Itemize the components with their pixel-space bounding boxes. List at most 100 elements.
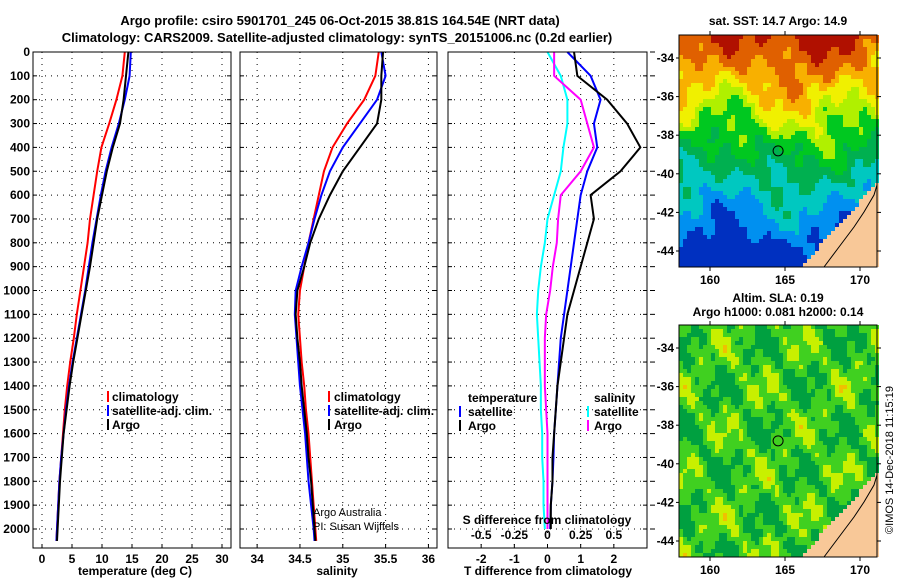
sst-cell bbox=[775, 143, 779, 147]
sla-cell bbox=[775, 489, 779, 493]
sla-map[interactable]: 160 165 170-34-36-38-40-42-44 bbox=[657, 321, 881, 577]
sst-cell bbox=[739, 259, 743, 263]
sla-cell bbox=[791, 545, 795, 549]
sst-cell bbox=[835, 71, 839, 75]
sst-cell bbox=[851, 147, 855, 151]
sst-cell bbox=[859, 63, 863, 67]
lat-tick-label: -34 bbox=[657, 51, 675, 65]
sla-cell bbox=[751, 537, 755, 541]
sst-cell bbox=[731, 39, 735, 43]
sst-cell bbox=[687, 123, 691, 127]
sst-cell bbox=[775, 203, 779, 207]
sst-cell bbox=[827, 87, 831, 91]
sla-cell bbox=[711, 521, 715, 525]
land-cell bbox=[847, 227, 851, 231]
sst-cell bbox=[859, 91, 863, 95]
sla-cell bbox=[735, 353, 739, 357]
sst-cell bbox=[811, 127, 815, 131]
sla-cell bbox=[787, 369, 791, 373]
sst-cell bbox=[723, 159, 727, 163]
sst-cell bbox=[779, 111, 783, 115]
sla-cell bbox=[719, 521, 723, 525]
sst-cell bbox=[863, 171, 867, 175]
sla-cell bbox=[691, 481, 695, 485]
sst-cell bbox=[715, 207, 719, 211]
land-cell bbox=[863, 223, 867, 227]
sst-cell bbox=[783, 111, 787, 115]
sst-cell bbox=[679, 227, 683, 231]
sst-cell bbox=[743, 91, 747, 95]
sla-cell bbox=[771, 425, 775, 429]
sst-cell bbox=[719, 167, 723, 171]
sst-cell bbox=[863, 39, 867, 43]
sla-cell bbox=[707, 493, 711, 497]
sst-cell bbox=[735, 95, 739, 99]
legend-salinity-title: salinity bbox=[594, 391, 636, 405]
sst-cell bbox=[691, 131, 695, 135]
sla-cell bbox=[703, 393, 707, 397]
sst-cell bbox=[815, 107, 819, 111]
sla-cell bbox=[739, 349, 743, 353]
sst-cell bbox=[691, 67, 695, 71]
sst-cell bbox=[799, 203, 803, 207]
sst-cell bbox=[715, 183, 719, 187]
land-cell bbox=[819, 251, 823, 255]
sla-cell bbox=[751, 353, 755, 357]
sst-cell bbox=[767, 83, 771, 87]
sst-cell bbox=[767, 239, 771, 243]
sla-cell bbox=[707, 521, 711, 525]
sst-cell bbox=[679, 235, 683, 239]
sst-cell bbox=[735, 195, 739, 199]
sla-cell bbox=[747, 333, 751, 337]
sst-cell bbox=[731, 55, 735, 59]
sla-cell bbox=[783, 361, 787, 365]
sst-cell bbox=[707, 239, 711, 243]
sst-cell bbox=[811, 103, 815, 107]
sst-cell bbox=[807, 135, 811, 139]
sla-cell bbox=[707, 425, 711, 429]
sla-cell bbox=[695, 521, 699, 525]
sla-cell bbox=[795, 461, 799, 465]
sla-cell bbox=[735, 481, 739, 485]
sst-cell bbox=[719, 63, 723, 67]
sla-cell bbox=[711, 437, 715, 441]
sla-cell bbox=[727, 429, 731, 433]
sst-cell bbox=[827, 71, 831, 75]
land-cell bbox=[843, 227, 847, 231]
sst-cell bbox=[687, 95, 691, 99]
sst-cell bbox=[687, 63, 691, 67]
sla-cell bbox=[683, 397, 687, 401]
sst-cell bbox=[775, 83, 779, 87]
sla-cell bbox=[747, 417, 751, 421]
land-cell bbox=[871, 235, 875, 239]
sst-cell bbox=[823, 63, 827, 67]
sla-cell bbox=[683, 525, 687, 529]
sst-cell bbox=[767, 47, 771, 51]
sla-cell bbox=[687, 545, 691, 549]
sst-map[interactable]: 160 165 170-34-36-38-40-42-44 bbox=[657, 31, 881, 287]
sst-cell bbox=[727, 139, 731, 143]
sla-cell bbox=[731, 345, 735, 349]
sst-cell bbox=[679, 43, 683, 47]
sst-cell bbox=[775, 51, 779, 55]
sst-cell bbox=[731, 251, 735, 255]
sst-cell bbox=[835, 103, 839, 107]
sst-cell bbox=[767, 207, 771, 211]
sst-cell bbox=[831, 179, 835, 183]
sst-cell bbox=[799, 59, 803, 63]
land-cell bbox=[803, 263, 807, 267]
sla-cell bbox=[719, 345, 723, 349]
sst-cell bbox=[751, 163, 755, 167]
sla-cell bbox=[719, 325, 723, 329]
sla-cell bbox=[795, 469, 799, 473]
sst-cell bbox=[691, 159, 695, 163]
land-cell bbox=[871, 247, 875, 251]
land-cell bbox=[859, 203, 863, 207]
land-cell bbox=[871, 215, 875, 219]
sla-cell bbox=[715, 461, 719, 465]
sla-cell bbox=[703, 429, 707, 433]
sst-cell bbox=[771, 103, 775, 107]
sla-cell bbox=[767, 553, 771, 557]
sst-cell bbox=[835, 67, 839, 71]
sst-cell bbox=[683, 99, 687, 103]
